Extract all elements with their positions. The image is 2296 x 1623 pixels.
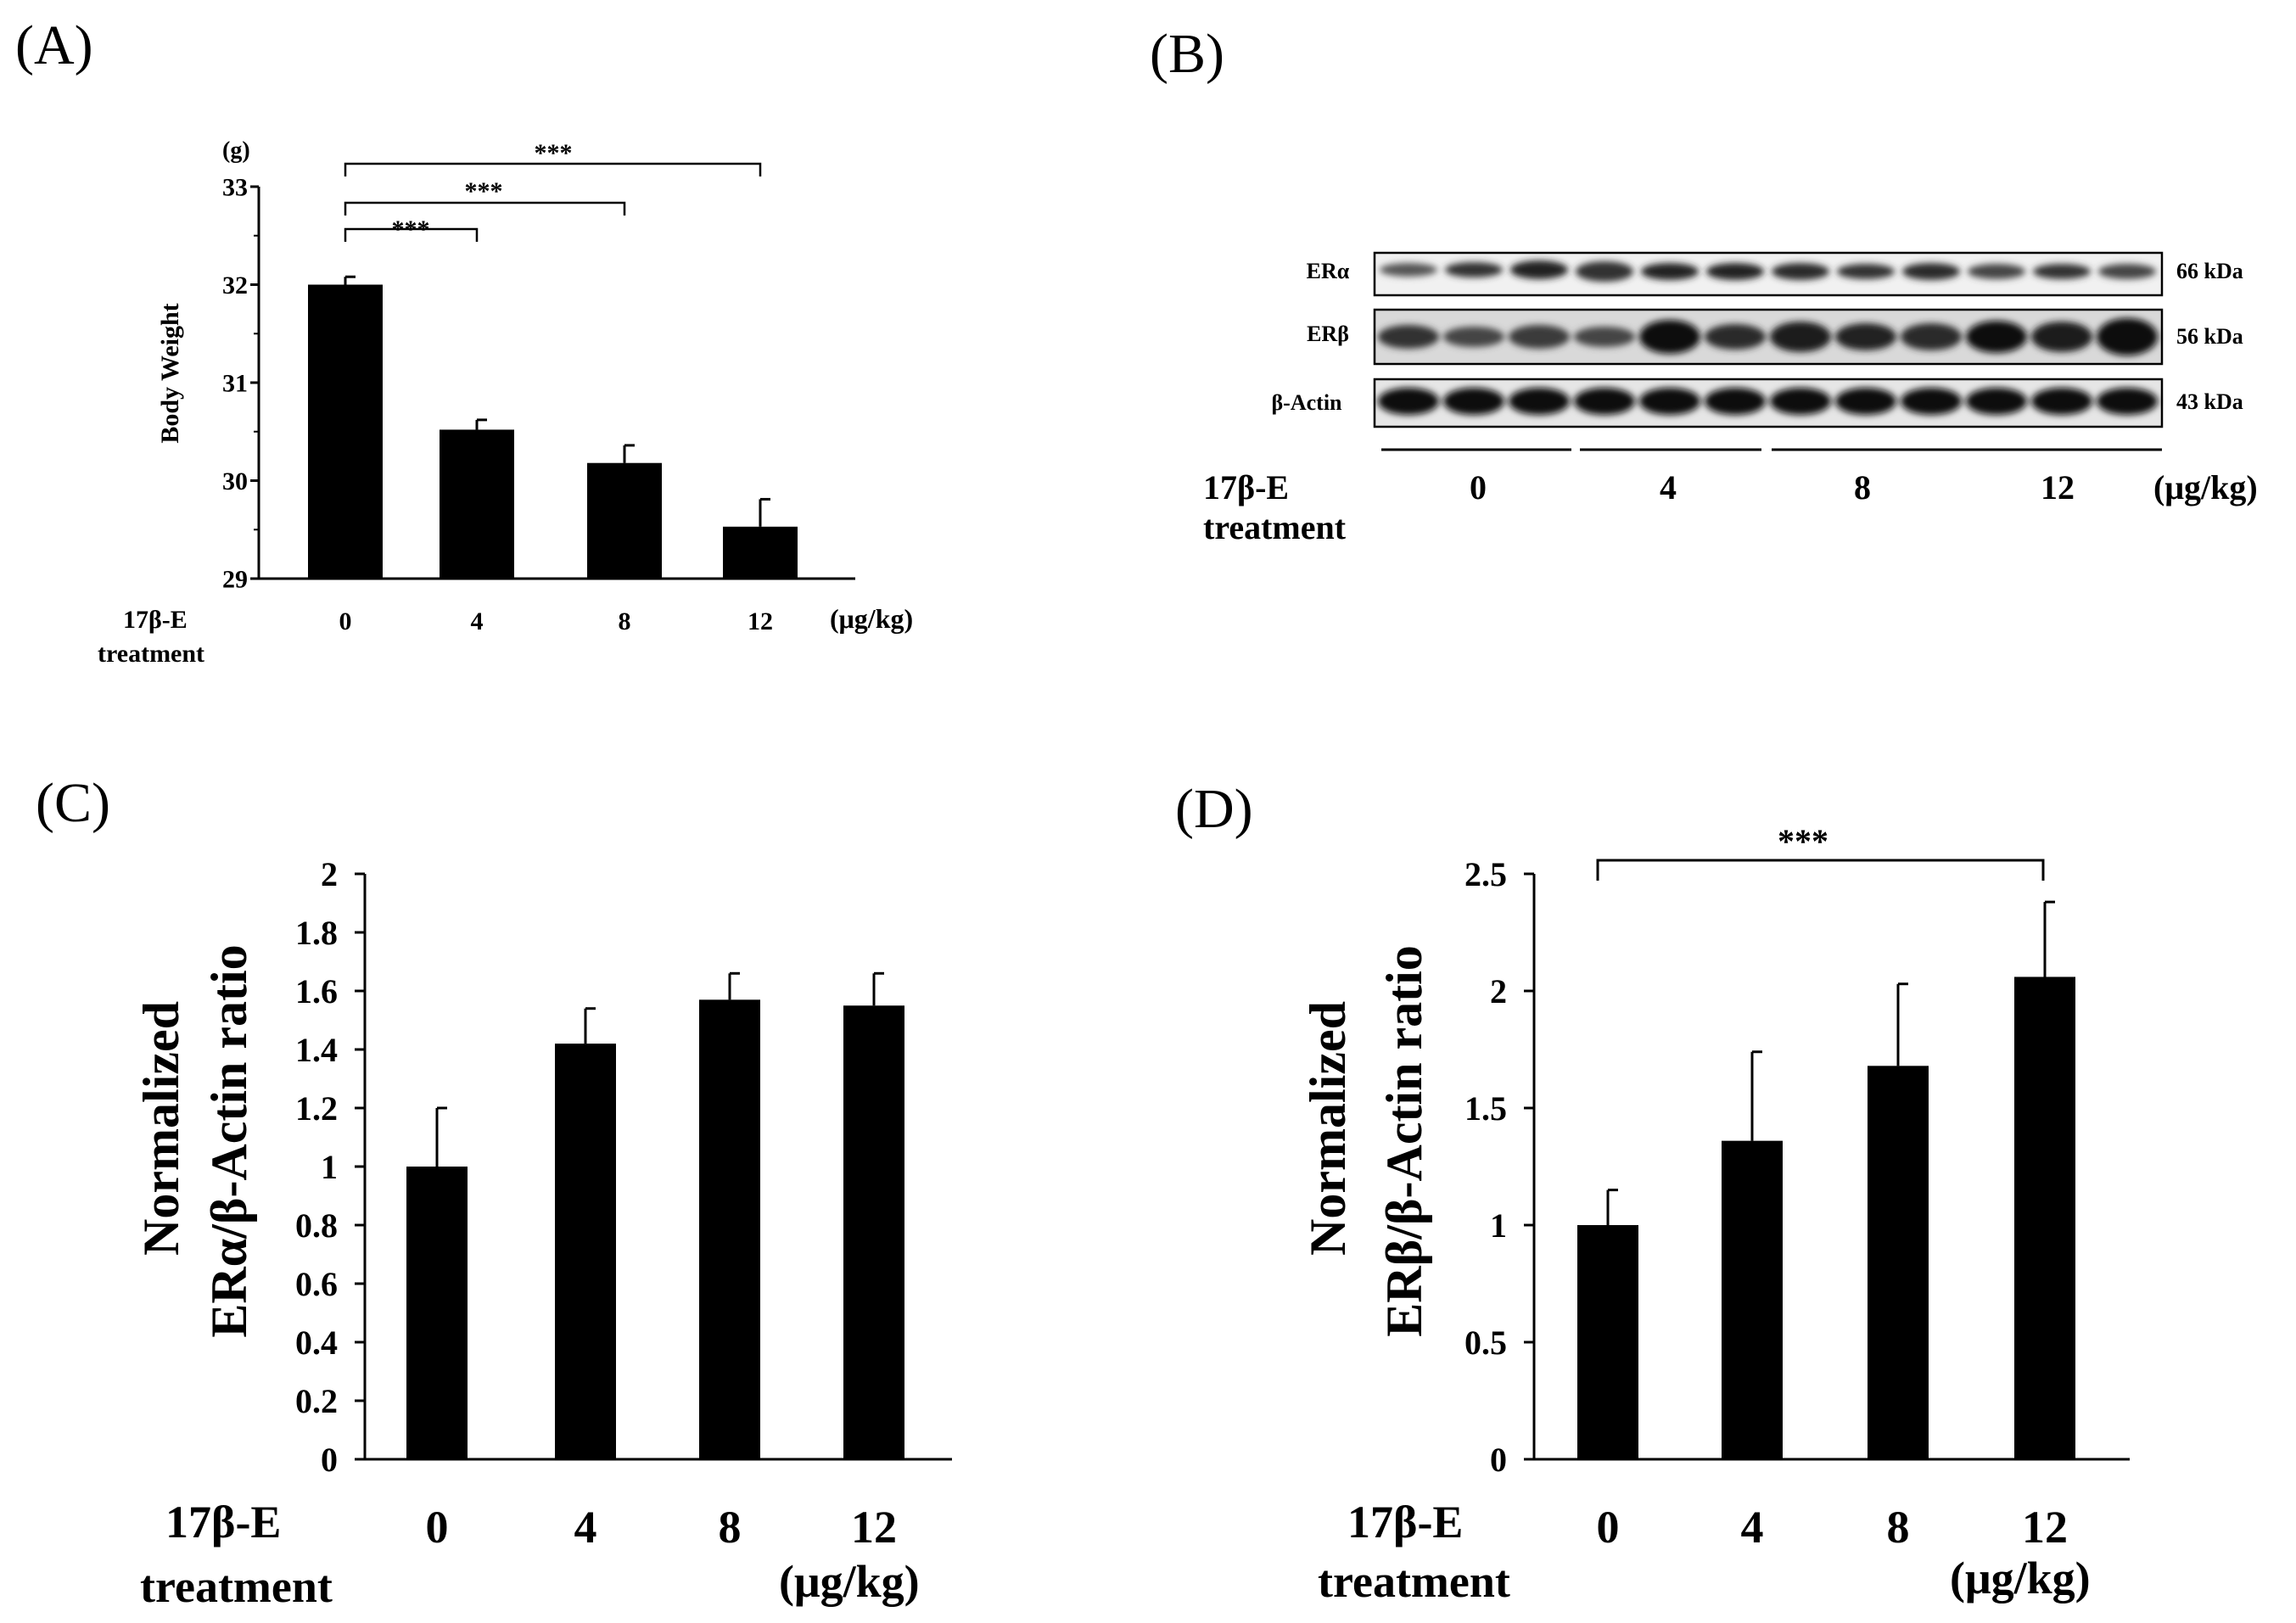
chart-a-bar-8 <box>587 462 662 579</box>
panel-label-c: (C) <box>36 772 110 834</box>
chart-c-x-tick-label-0: 0 <box>426 1502 449 1553</box>
blot-kda-eralpha: 66 kDa <box>2176 259 2243 283</box>
chart-c-y-tick-label: 1.8 <box>295 914 338 952</box>
chart-d-x-tick-label-12: 12 <box>2022 1502 2068 1553</box>
chart-a-sig-mark-1: *** <box>392 215 430 243</box>
chart-c-y-tick-label: 1.2 <box>295 1089 338 1128</box>
chart-a-x-tick-label-4: 4 <box>471 607 484 635</box>
chart-d-x-tick-label-0: 0 <box>1597 1502 1620 1553</box>
blot-label-actin: β-Actin <box>1271 390 1342 415</box>
chart-a-sig-bracket-3 <box>344 162 762 176</box>
chart-d-x-tick-label-4: 4 <box>1741 1502 1764 1553</box>
blot-bands-erbeta <box>1378 318 2158 355</box>
blot-label-erbeta: ERβ <box>1307 322 1349 346</box>
chart-d-bar-4 <box>1722 1140 1783 1459</box>
blot-group-label-12: 12 <box>2041 468 2075 506</box>
panel-label-d: (D) <box>1175 778 1253 840</box>
chart-d-sig-mark: *** <box>1778 822 1828 860</box>
blot-row-erbeta <box>1373 308 2164 366</box>
chart-a-y-tick-label: 29 <box>222 566 248 594</box>
chart-a-sig-mark-3: *** <box>535 139 573 167</box>
chart-a-x-label-line2: treatment <box>98 640 204 668</box>
chart-a-y-tick-label: 33 <box>222 174 248 202</box>
chart-d-x-label-line1: 17β-E <box>1347 1497 1463 1547</box>
chart-d-bar-8 <box>1868 1066 1929 1459</box>
chart-c-y-tick-label: 1 <box>321 1148 338 1186</box>
chart-a-x-tick-label-12: 12 <box>748 607 773 635</box>
chart-c-x-tick-label-12: 12 <box>851 1502 897 1553</box>
chart-d-y-tick-label: 1 <box>1490 1206 1507 1245</box>
blot-group-label-8: 8 <box>1854 468 1871 506</box>
chart-a-x-unit: (μg/kg) <box>830 603 913 634</box>
chart-a-sig-bracket-2 <box>344 201 626 215</box>
blot-group-label-4: 4 <box>1660 468 1677 506</box>
chart-c-y-label-line1: Normalized <box>133 1001 189 1256</box>
chart-c-x-tick-label-8: 8 <box>719 1502 742 1553</box>
chart-a-x-label-line1: 17β-E <box>123 606 188 634</box>
chart-a-y-tick-label: 32 <box>222 271 248 299</box>
blot-group-label-0: 0 <box>1470 468 1487 506</box>
chart-d-x-unit: (μg/kg) <box>1950 1553 2091 1603</box>
panel-label-a: (A) <box>15 14 93 76</box>
chart-c-y-label-line2: ERα/β-Actin ratio <box>201 944 257 1337</box>
blot-x-label-line1: 17β-E <box>1203 468 1289 506</box>
blot-kda-actin: 43 kDa <box>2176 389 2243 414</box>
chart-d-bar-12 <box>2014 977 2075 1459</box>
chart-a-bar-4 <box>440 429 514 579</box>
blot-x-label-line2: treatment <box>1203 508 1347 546</box>
chart-c-y-tick-label: 0.4 <box>295 1324 338 1362</box>
chart-a-sig-bracket-1 <box>344 227 479 242</box>
chart-c-bar-12 <box>843 1005 904 1459</box>
chart-d-x-tick-label-8: 8 <box>1887 1502 1910 1553</box>
chart-a-y-tick-label: 31 <box>222 370 248 398</box>
chart-d: 0 0.5 1 1.5 2 2.5 0 4 8 12 Normalized ERβ/β-Acti… <box>1300 822 2130 1607</box>
chart-c: 0 0.2 0.4 0.6 0.8 1 1.2 1.4 1.6 1.8 2 0 4 8 12 Normal… <box>133 855 952 1612</box>
chart-c-bar-4 <box>555 1044 616 1459</box>
chart-a-y-tick-label: 30 <box>222 467 248 495</box>
blot-row-eralpha <box>1373 251 2164 297</box>
blot-bands-eralpha <box>1380 260 2156 282</box>
chart-c-x-label-line1: 17β-E <box>165 1497 281 1547</box>
chart-a-y-unit: (g) <box>222 137 250 164</box>
chart-d-bar-0 <box>1577 1225 1638 1459</box>
chart-a-bar-12 <box>723 526 798 579</box>
blot-label-eralpha: ERα <box>1307 259 1350 283</box>
blot-kda-erbeta: 56 kDa <box>2176 324 2243 349</box>
chart-a-x-tick-label-0: 0 <box>339 607 352 635</box>
chart-d-y-tick-label: 1.5 <box>1464 1089 1507 1128</box>
chart-c-y-tick-label: 1.6 <box>295 972 338 1010</box>
chart-a-sig-mark-2: *** <box>465 177 503 205</box>
chart-d-x-label-line2: treatment <box>1318 1556 1510 1607</box>
chart-c-bar-8 <box>699 999 760 1459</box>
blot-x-unit: (μg/kg) <box>2153 468 2258 506</box>
chart-a: 29 30 31 32 33 0 4 8 12 (g) Body Weight 17β-E t… <box>98 137 913 668</box>
chart-d-y-tick-label: 2.5 <box>1464 855 1507 893</box>
chart-a-bar-0 <box>308 284 383 579</box>
chart-c-bar-0 <box>406 1167 468 1459</box>
blot-panel-b: ERα 66 kDa ERβ 56 kDa <box>1203 251 2258 546</box>
blot-row-actin <box>1373 378 2164 428</box>
chart-d-y-tick-label: 0 <box>1490 1441 1507 1479</box>
chart-d-y-label-line2: ERβ/β-Actin ratio <box>1376 945 1432 1336</box>
panel-label-b: (B) <box>1150 23 1224 85</box>
chart-c-x-tick-label-4: 4 <box>574 1502 597 1553</box>
chart-c-y-tick-label: 0.2 <box>295 1382 338 1420</box>
chart-c-y-tick-label: 2 <box>321 855 338 893</box>
chart-c-y-tick-label: 0.6 <box>295 1265 338 1303</box>
chart-c-y-tick-label: 0 <box>321 1441 338 1479</box>
chart-d-y-tick-label: 0.5 <box>1464 1324 1507 1362</box>
chart-a-y-label: Body Weight <box>156 303 184 443</box>
chart-c-y-tick-label: 1.4 <box>295 1031 338 1069</box>
chart-c-x-label-line2: treatment <box>140 1561 333 1612</box>
blot-bands-actin <box>1378 388 2158 415</box>
chart-d-y-label-line1: Normalized <box>1300 1001 1356 1256</box>
chart-c-x-unit: (μg/kg) <box>779 1556 920 1607</box>
chart-a-x-tick-label-8: 8 <box>619 607 631 635</box>
chart-d-sig-bracket <box>1596 859 2045 881</box>
chart-d-y-tick-label: 2 <box>1490 972 1507 1010</box>
chart-c-y-tick-label: 0.8 <box>295 1206 338 1245</box>
